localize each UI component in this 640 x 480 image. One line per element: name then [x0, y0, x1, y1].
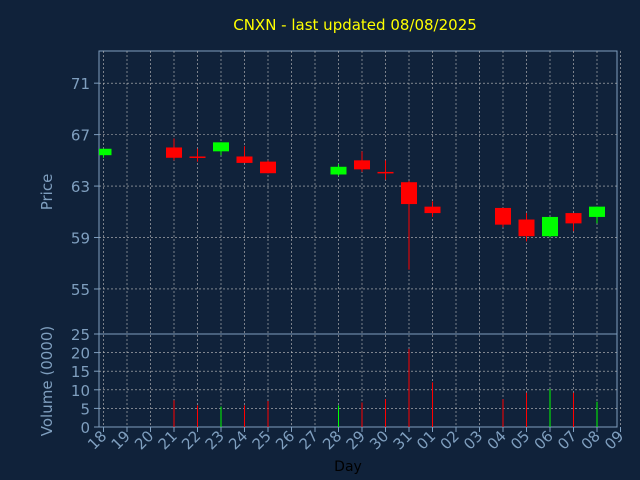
price-tick-label: 71	[71, 75, 90, 93]
candle-body-04	[495, 207, 511, 225]
grid-lines	[99, 51, 621, 427]
volume-tick-label: 25	[71, 326, 90, 344]
day-tick-label: 27	[296, 427, 322, 453]
candle-body-21	[166, 147, 182, 158]
day-tick-label: 21	[155, 427, 181, 453]
day-tick-label: 07	[554, 427, 580, 453]
candle-body-29	[354, 160, 370, 170]
candle-body-06	[542, 216, 558, 237]
price-tick-label: 67	[71, 127, 90, 145]
day-tick-label: 28	[319, 427, 345, 453]
day-tick-label: 31	[390, 427, 416, 453]
day-tick-label: 23	[202, 427, 228, 453]
day-tick-label: 01	[413, 427, 439, 453]
candle-body-18	[99, 148, 112, 156]
day-tick-label: 09	[601, 427, 627, 453]
volume-tick-label: 5	[80, 400, 90, 418]
day-tick-label: 24	[225, 427, 251, 453]
price-axis-ticks: 55 59 63 67 71	[71, 75, 99, 299]
candle-body-22	[189, 156, 206, 158]
day-tick-label: 04	[484, 427, 510, 453]
candle-body-08	[589, 206, 605, 217]
price-panel-frame	[98, 50, 618, 335]
candlesticks	[99, 138, 605, 270]
price-axis-label: Price	[38, 174, 56, 211]
day-tick-label: 06	[531, 427, 557, 453]
day-tick-label: 22	[178, 427, 204, 453]
day-tick-label: 05	[507, 427, 533, 453]
price-tick-label: 59	[71, 230, 90, 248]
day-tick-label: 25	[249, 427, 275, 453]
day-axis-label: Day	[334, 459, 362, 475]
volume-panel-frame	[98, 333, 618, 428]
candle-body-07	[565, 213, 582, 224]
candle-body-31	[401, 182, 417, 205]
volume-bars	[173, 348, 598, 427]
price-tick-label: 63	[71, 178, 90, 196]
day-axis-ticks: 1819202122232425262728293031010203040506…	[84, 427, 627, 453]
candle-body-30	[377, 171, 394, 174]
day-tick-label: 19	[108, 427, 134, 453]
day-tick-label: 03	[460, 427, 486, 453]
volume-tick-label: 10	[71, 382, 90, 400]
day-tick-label: 02	[437, 427, 463, 453]
candle-body-25	[260, 161, 276, 174]
day-tick-label: 26	[272, 427, 298, 453]
day-tick-label: 30	[366, 427, 392, 453]
price-tick-label: 55	[71, 281, 90, 299]
volume-tick-label: 15	[71, 363, 90, 381]
day-tick-label: 29	[343, 427, 369, 453]
candle-body-28	[330, 166, 347, 175]
day-tick-label: 08	[578, 427, 604, 453]
candle-body-23	[213, 142, 229, 152]
chart-title: CNXN - last updated 08/08/2025	[233, 16, 477, 34]
candle-body-01	[424, 206, 441, 214]
volume-tick-label: 0	[80, 419, 90, 437]
day-tick-label: 20	[131, 427, 157, 453]
volume-axis-label: Volume (0000)	[38, 326, 56, 436]
candle-body-24	[236, 156, 253, 163]
candle-body-05	[518, 219, 535, 237]
volume-tick-label: 20	[71, 345, 90, 363]
